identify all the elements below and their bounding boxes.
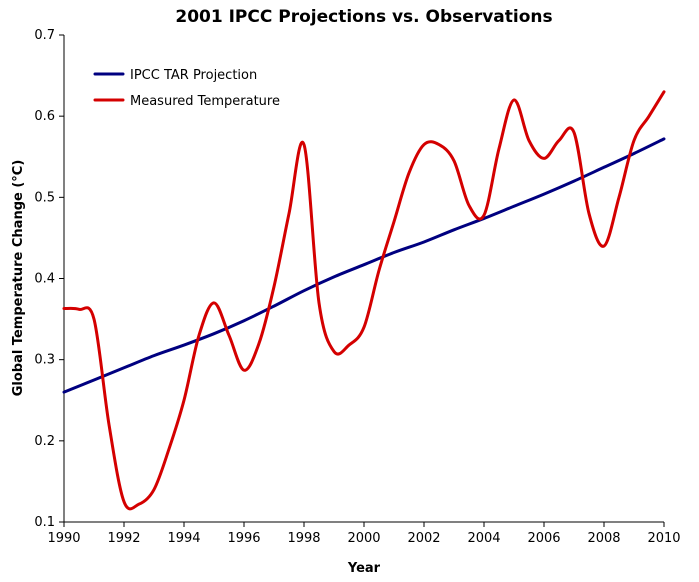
x-tick-label: 2000 (347, 531, 380, 546)
ticks: 1990 1992 1994 1996 1998 2000 2002 2004 2006 2008… (34, 28, 680, 546)
x-tick-label: 2010 (647, 531, 680, 546)
y-tick-label: 0.4 (34, 272, 55, 287)
x-axis-label: Year (347, 561, 381, 576)
y-tick-label: 0.2 (34, 434, 55, 449)
legend-label: IPCC TAR Projection (130, 68, 257, 83)
y-tick-label: 0.3 (34, 353, 55, 368)
x-tick-label: 1994 (167, 531, 200, 546)
y-tick-label: 0.5 (34, 190, 55, 205)
x-tick-label: 1998 (287, 531, 320, 546)
x-tick-label: 2004 (467, 531, 500, 546)
y-tick-label: 0.1 (34, 515, 55, 530)
chart-title: 2001 IPCC Projections vs. Observations (175, 7, 552, 27)
legend-label: Measured Temperature (130, 94, 280, 109)
x-tick-label: 2008 (587, 531, 620, 546)
ipcc-projection-line (62, 137, 666, 394)
y-axis-label: Global Temperature Change (°C) (11, 160, 26, 397)
x-tick-label: 1996 (227, 531, 260, 546)
x-tick-label: 1990 (47, 531, 80, 546)
legend: IPCC TAR Projection Measured Temperature (93, 68, 280, 109)
x-tick-label: 2002 (407, 531, 440, 546)
y-tick-label: 0.6 (34, 109, 55, 124)
x-tick-label: 2006 (527, 531, 560, 546)
measured-temperature-line (62, 90, 666, 511)
y-tick-label: 0.7 (34, 28, 55, 43)
series-layer (62, 90, 666, 511)
x-tick-label: 1992 (107, 531, 140, 546)
